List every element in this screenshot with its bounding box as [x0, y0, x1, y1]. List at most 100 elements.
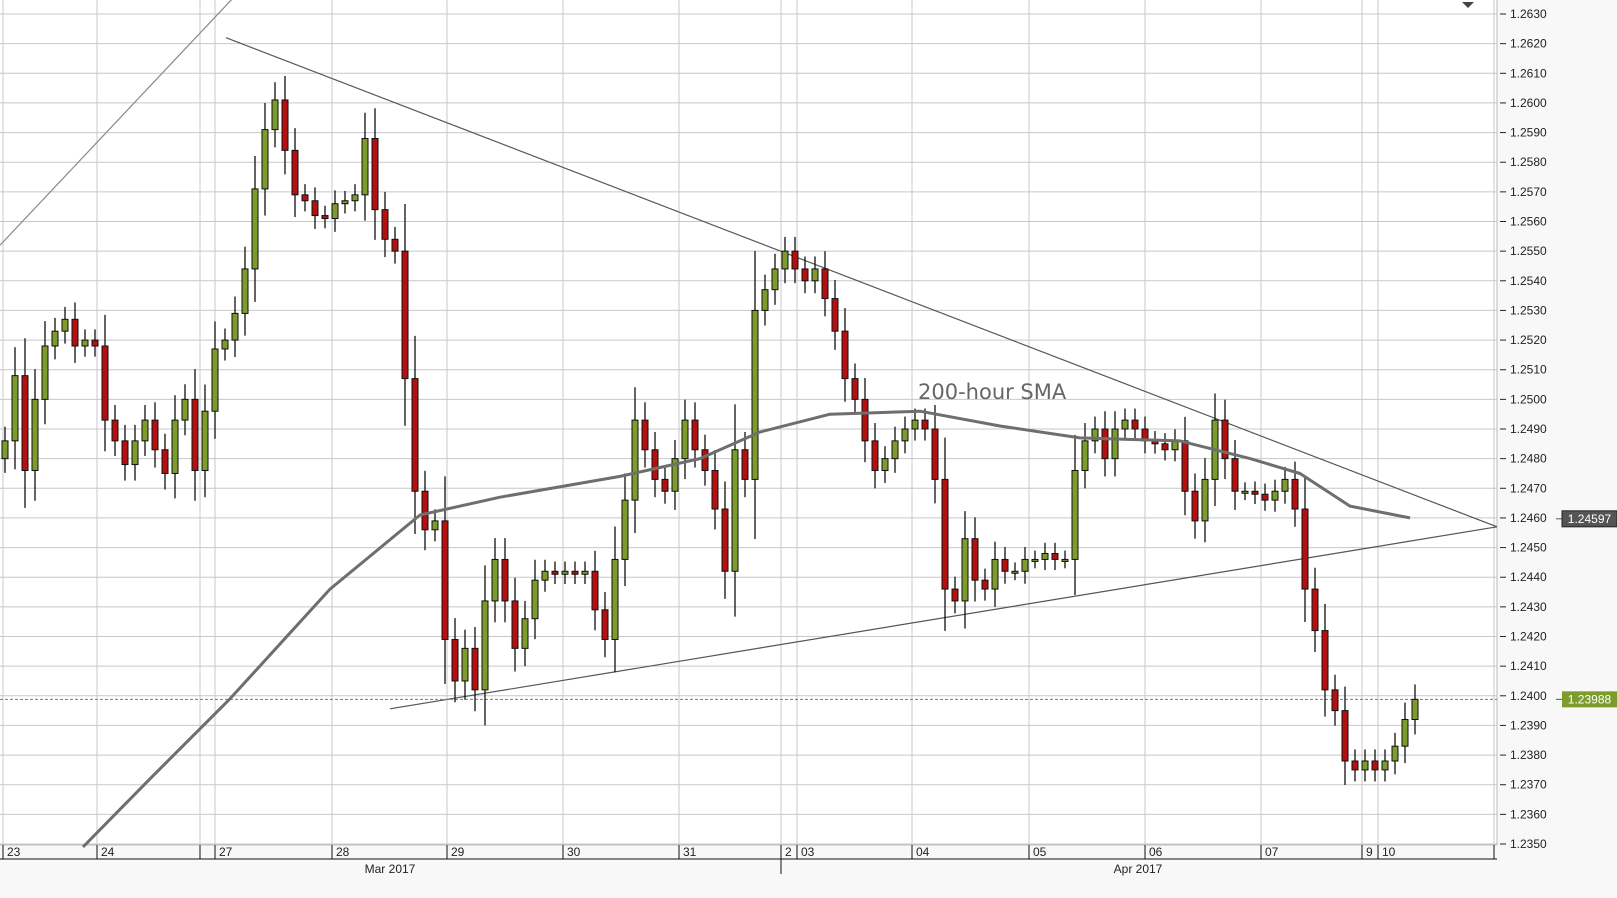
candle-down	[1161, 443, 1169, 451]
price-tick-label: 1.2390	[1510, 718, 1547, 732]
candle-up	[331, 203, 339, 220]
day-label: 24	[101, 845, 115, 859]
price-tick-label: 1.2550	[1510, 244, 1547, 258]
price-tick-label: 1.2540	[1510, 274, 1547, 288]
sma-price-badge	[1561, 510, 1617, 528]
candle-up	[81, 339, 89, 347]
day-label: 07	[1265, 845, 1279, 859]
candle-up	[131, 440, 139, 466]
candle-up	[171, 419, 179, 474]
candle-up	[1281, 478, 1289, 492]
candle-down	[311, 200, 319, 217]
dropdown-triangle-icon[interactable]	[1462, 2, 1474, 8]
candle-down	[511, 600, 519, 649]
candle-down	[921, 419, 929, 430]
candle-up	[681, 419, 689, 460]
candle-down	[1321, 630, 1329, 691]
candle-up	[891, 440, 899, 460]
candle-down	[191, 398, 199, 472]
candle-down	[401, 250, 409, 380]
candle-up	[991, 558, 999, 590]
price-tick-label: 1.2360	[1510, 807, 1547, 821]
trendlines	[0, 0, 1498, 710]
candle-down	[291, 149, 299, 196]
candle-up	[1021, 558, 1029, 572]
day-label: 03	[801, 845, 815, 859]
day-label: 05	[1033, 845, 1047, 859]
candle-up	[731, 449, 739, 572]
month-label: Mar 2017	[365, 862, 416, 876]
candle-down	[981, 579, 989, 590]
price-axis[interactable]: 1.2350 1.2360 1.2370 1.2380 1.2390 1.2400 1.24…	[1496, 0, 1547, 851]
candle-down	[571, 570, 579, 575]
price-axis-background	[1497, 0, 1617, 898]
candle-down	[831, 298, 839, 332]
candle-down	[591, 570, 599, 611]
candle-up	[1401, 719, 1409, 747]
candle-up	[561, 570, 569, 575]
price-badge-label: 1.23988	[1568, 692, 1612, 706]
day-label: 23	[7, 845, 21, 859]
candle-up	[581, 570, 589, 575]
day-label: 9	[1366, 845, 1373, 859]
candle-down	[391, 238, 399, 252]
candle-up	[351, 194, 359, 202]
candle-down	[111, 419, 119, 442]
candle-up	[811, 268, 819, 282]
candle-up	[261, 129, 269, 190]
day-label: 27	[219, 845, 233, 859]
candle-down	[701, 449, 709, 472]
day-label: 29	[451, 845, 465, 859]
time-axis-background	[0, 845, 1497, 898]
candle-up	[1381, 760, 1389, 771]
candle-down	[1351, 760, 1359, 771]
candle-down	[281, 99, 289, 151]
candle-down	[741, 449, 749, 480]
price-tick-label: 1.2450	[1510, 541, 1547, 555]
candle-down	[121, 440, 129, 466]
candle-down	[301, 194, 309, 202]
candle-down	[721, 508, 729, 572]
price-tick-label: 1.2560	[1510, 215, 1547, 229]
trendline	[0, 0, 233, 246]
sma-layer	[81, 409, 1411, 849]
candle-down	[1191, 490, 1199, 522]
candle-down	[821, 268, 829, 300]
price-badges: 1.24597 1.23988	[1556, 510, 1617, 708]
candle-down	[851, 378, 859, 400]
day-label: 28	[336, 845, 350, 859]
candle-down	[1101, 428, 1109, 460]
price-tick-label: 1.2470	[1510, 481, 1547, 495]
price-tick-label: 1.2600	[1510, 96, 1547, 110]
candle-up	[751, 309, 759, 480]
price-tick-label: 1.2460	[1510, 511, 1547, 525]
candle-down	[1261, 493, 1269, 501]
candle-up	[901, 428, 909, 442]
candle-down	[1251, 490, 1259, 495]
last-price-badge	[1562, 691, 1617, 708]
candle-up	[1361, 760, 1369, 771]
day-label: 2	[785, 845, 792, 859]
day-label: 04	[916, 845, 930, 859]
candle-down	[641, 419, 649, 451]
candle-up	[31, 398, 39, 472]
time-axis[interactable]: 23 24 27 28 29 30 31 2 03 04 05 06 07 9 10 Mar 2017 Apr …	[0, 844, 1497, 876]
candle-up	[1201, 478, 1209, 522]
candle-down	[1301, 508, 1309, 590]
candle-up	[271, 99, 279, 131]
candle-down	[711, 470, 719, 510]
candle-down	[411, 378, 419, 492]
candle-down	[1341, 710, 1349, 762]
trendline	[389, 526, 1498, 710]
price-tick-label: 1.2410	[1510, 659, 1547, 673]
candle-down	[1181, 440, 1189, 492]
candle-up	[1091, 428, 1099, 442]
candle-up	[61, 318, 69, 332]
month-label: Apr 2017	[1114, 862, 1163, 876]
price-tick-label: 1.2420	[1510, 630, 1547, 644]
price-tick-label: 1.2500	[1510, 392, 1547, 406]
price-tick-label: 1.2490	[1510, 422, 1547, 436]
candle-up	[1121, 419, 1129, 430]
candle-up	[611, 558, 619, 640]
